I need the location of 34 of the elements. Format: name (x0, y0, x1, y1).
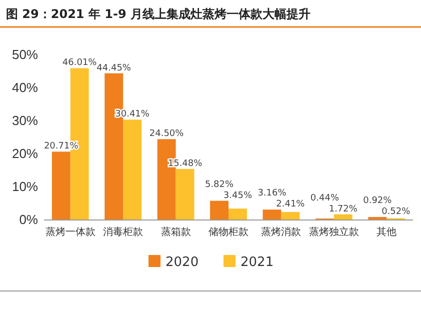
data-label: 0.52% (382, 206, 411, 217)
bar (228, 208, 247, 220)
data-label: 1.72% (328, 204, 358, 214)
legend-label: 2021 (240, 255, 274, 270)
x-tick-label: 消毒柜款 (103, 226, 144, 238)
bar (123, 120, 142, 220)
data-label: 44.45% (96, 63, 132, 74)
data-label: 5.82% (204, 180, 234, 190)
y-tick-label: 10% (12, 179, 38, 194)
x-tick-label: 蒸烤独立款 (308, 226, 359, 238)
y-tick-label: 20% (12, 146, 38, 162)
data-label: 3.16% (258, 188, 287, 199)
data-label: 0.44% (310, 193, 340, 204)
data-label: 0.92% (363, 196, 392, 206)
chart-title: 图 29：2021 年 1-9 月线上集成灶蒸烤一体款大幅提升 (6, 7, 310, 21)
data-label: 46.01% (62, 58, 98, 68)
data-label: 24.50% (149, 129, 184, 140)
bar (176, 168, 194, 220)
bar (281, 212, 300, 220)
data-label: 2.41% (276, 200, 306, 210)
x-tick-label: 蒸烤消款 (261, 226, 302, 238)
x-tick-label: 其他 (376, 226, 397, 238)
bar (262, 210, 282, 220)
x-tick-label: 蒸烤一体款 (45, 226, 96, 238)
data-label: 3.45% (223, 190, 252, 201)
x-tick-label: 储物柜款 (208, 226, 248, 238)
y-tick-label: 50% (12, 47, 38, 62)
x-tick-label: 蒸箱款 (160, 226, 191, 238)
y-tick-label: 30% (12, 113, 38, 128)
y-tick-label: 0% (19, 212, 38, 228)
legend-label: 2020 (166, 255, 199, 270)
bar (52, 152, 70, 220)
y-tick-label: 40% (12, 80, 38, 96)
bar (210, 200, 228, 220)
